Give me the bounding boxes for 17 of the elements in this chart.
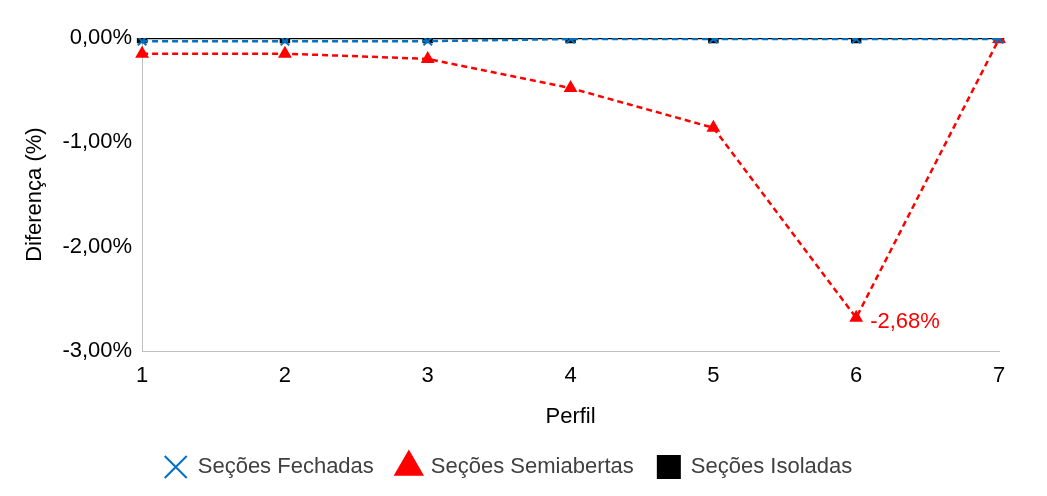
x-tick-label: 6 <box>850 362 863 388</box>
y-axis-title: Diferença (%) <box>21 127 47 262</box>
x-tick-label: 5 <box>707 362 720 388</box>
x-tick-label: 2 <box>278 362 292 388</box>
legend-label: Seções Semiabertas <box>430 453 634 479</box>
data-label: -2,68% <box>870 307 940 333</box>
y-tick-label: -2,00% <box>62 232 133 258</box>
y-tick-label: -3,00% <box>62 337 133 363</box>
y-tick-label: 0,00% <box>69 24 133 50</box>
legend-label: Seções Isoladas <box>690 453 853 479</box>
y-tick-label: -1,00% <box>62 128 133 154</box>
x-tick-label: 7 <box>992 362 1006 388</box>
legend-label: Seções Fechadas <box>197 453 374 479</box>
x-axis-title: Perfil <box>545 402 596 428</box>
x-tick-label: 3 <box>421 362 434 388</box>
x-tick-label: 1 <box>135 362 149 388</box>
x-tick-label: 4 <box>564 362 577 388</box>
